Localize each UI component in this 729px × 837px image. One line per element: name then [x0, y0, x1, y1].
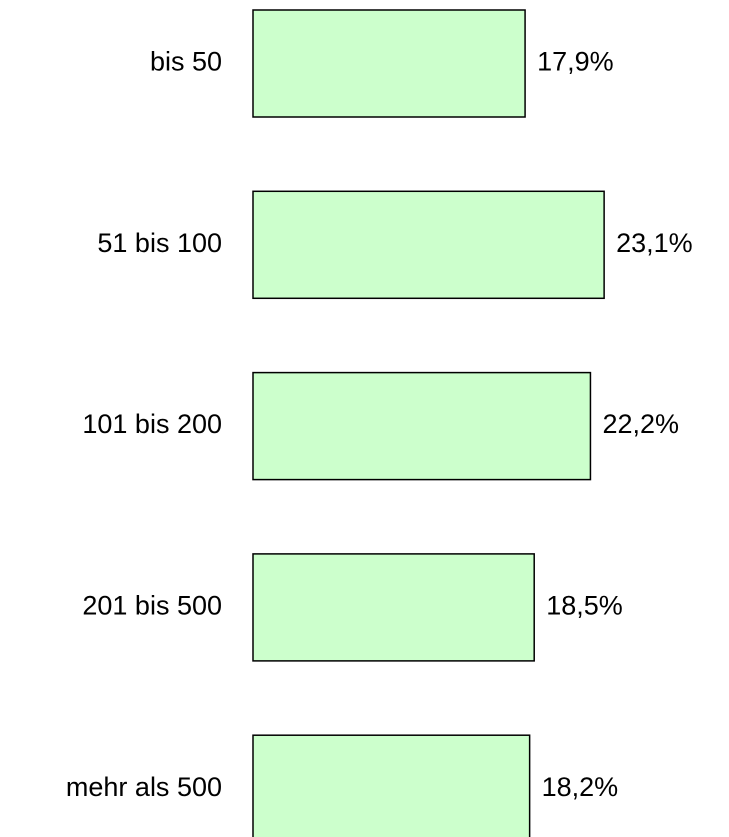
bar — [252, 553, 535, 662]
value-label: 18,2% — [542, 772, 619, 802]
value-label: 17,9% — [537, 47, 614, 77]
bar — [252, 190, 605, 300]
category-label: 51 bis 100 — [97, 228, 222, 258]
category-label: mehr als 500 — [66, 772, 222, 802]
bar — [252, 9, 526, 118]
value-label: 18,5% — [546, 591, 623, 621]
bar — [252, 734, 531, 837]
value-label: 23,1% — [616, 228, 693, 258]
category-label: bis 50 — [150, 47, 222, 77]
category-label: 101 bis 200 — [82, 409, 222, 439]
value-label: 22,2% — [602, 409, 679, 439]
category-label: 201 bis 500 — [82, 591, 222, 621]
bar — [252, 371, 592, 481]
